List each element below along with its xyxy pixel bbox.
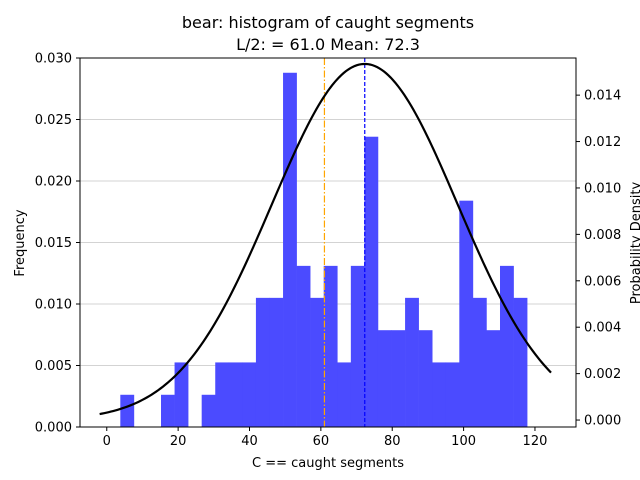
density-curve (99, 62, 552, 416)
histogram-bar (377, 330, 392, 427)
y2-tick-label: 0.004 (584, 321, 621, 336)
y-tick-label: 0.005 (35, 359, 72, 374)
histogram-bar (228, 362, 243, 427)
y2-tick-label: 0.012 (584, 135, 621, 150)
histogram-bar (310, 297, 325, 427)
y2-axis-label: Probability Density (629, 182, 640, 305)
y2-tick-label: 0.002 (584, 367, 621, 382)
y2-tick-label: 0.006 (584, 274, 621, 289)
x-tick-label: 20 (170, 434, 187, 449)
histogram-bar (215, 362, 230, 427)
histogram-bar (174, 362, 189, 427)
histogram-bar (472, 297, 487, 427)
reference-lines (323, 58, 366, 427)
y-axis-label: Frequency (13, 209, 28, 276)
histogram-bar (337, 362, 352, 427)
x-tick-label: 60 (313, 434, 330, 449)
histogram-bar (296, 265, 311, 427)
histogram-bar (486, 330, 501, 427)
histogram-bar (418, 330, 433, 427)
histogram-bar (445, 362, 460, 427)
x-tick-label: 40 (241, 434, 258, 449)
axis-ticks: 0 20 40 60 80 100 120 0.000 0.005 0.010 0.015 0.020… (35, 52, 621, 450)
density-curve-group (99, 62, 552, 416)
histogram-bar (432, 362, 447, 427)
histogram-bars (120, 72, 528, 427)
x-tick-label: 120 (523, 434, 548, 449)
histogram-bar (120, 394, 135, 427)
y-tick-label: 0.020 (35, 175, 72, 190)
histogram-bar (323, 265, 338, 427)
histogram-bar (459, 200, 474, 427)
histogram-bar (255, 297, 270, 427)
histogram-bar (242, 362, 257, 427)
y2-tick-label: 0.000 (584, 414, 621, 429)
histogram-bar (350, 265, 365, 427)
histogram-bar (269, 297, 284, 427)
histogram-bar (499, 265, 514, 427)
histogram-bar (364, 136, 379, 427)
histogram-bar (391, 330, 406, 427)
histogram-bar (513, 297, 528, 427)
chart-title-line2: L/2: = 61.0 Mean: 72.3 (236, 35, 420, 54)
histogram-bar (283, 72, 297, 427)
x-tick-label: 100 (451, 434, 476, 449)
y-tick-label: 0.030 (35, 52, 72, 67)
x-tick-label: 80 (384, 434, 401, 449)
x-axis-label: C == caught segments (252, 456, 404, 471)
chart-title-line1: bear: histogram of caught segments (182, 13, 474, 32)
y-tick-label: 0.000 (35, 421, 72, 436)
y-tick-label: 0.010 (35, 298, 72, 313)
x-tick-label: 0 (103, 434, 111, 449)
y-tick-label: 0.015 (35, 236, 72, 251)
histogram-bar (161, 394, 175, 427)
y2-tick-label: 0.010 (584, 181, 621, 196)
histogram-bar (405, 297, 419, 427)
y-tick-label: 0.025 (35, 113, 72, 128)
y2-tick-label: 0.008 (584, 228, 621, 243)
y2-tick-label: 0.014 (584, 89, 621, 104)
histogram-bar (201, 394, 216, 427)
